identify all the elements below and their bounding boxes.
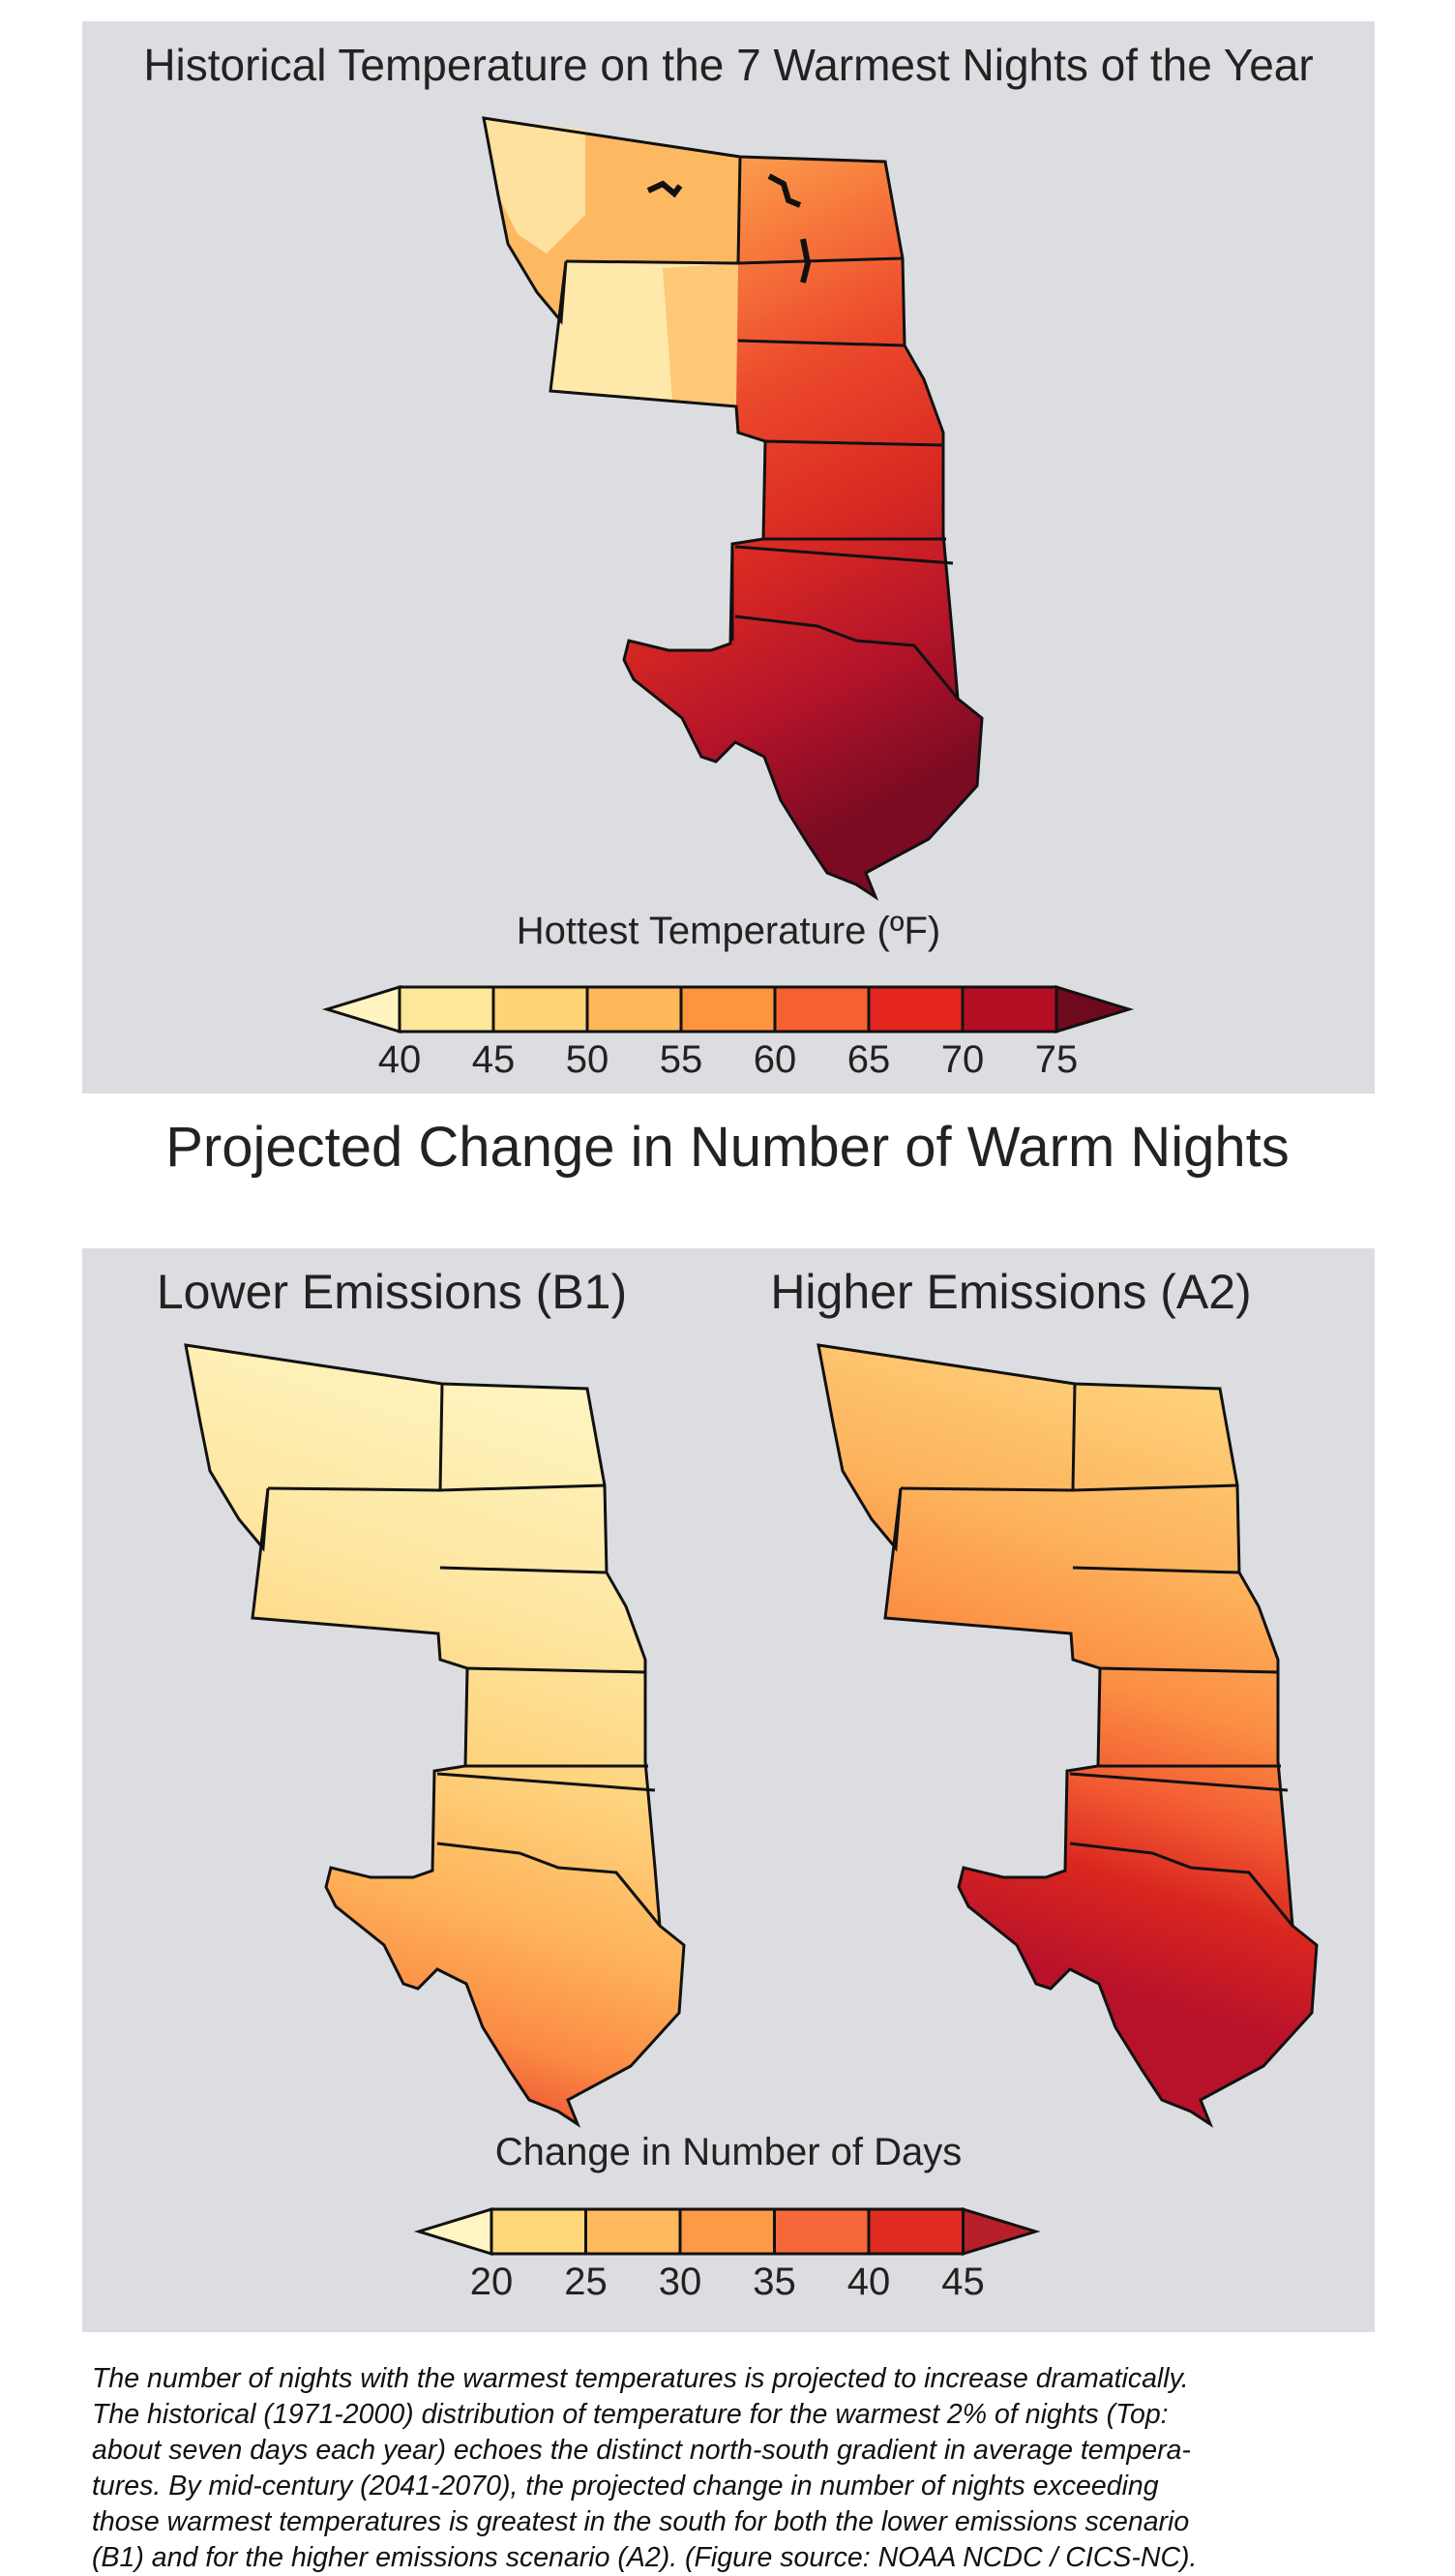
b1-map [184,1343,686,2128]
higher-emissions-title: Higher Emissions (A2) [770,1265,1252,1319]
days-legend-tick-label: 30 [659,2261,702,2303]
b1-state-borders [184,1343,686,2128]
caption-line: The historical (1971-2000) distribution … [92,2399,1169,2430]
days-legend-tick-label: 35 [753,2261,796,2303]
days-legend-tick-label: 45 [941,2261,985,2303]
a2-map [817,1343,1319,2128]
caption-line: about seven days each year) echoes the d… [92,2435,1191,2466]
days-legend-title: Change in Number of Days [494,2131,963,2173]
temperature-legend-low-cap [321,984,401,1034]
projected-change-panel: Lower Emissions (B1) Higher Emissions (A… [82,1248,1375,2332]
lower-emissions-title: Lower Emissions (B1) [156,1265,628,1319]
caption-line: tures. By mid-century (2041-2070), the p… [92,2471,1159,2501]
temperature-legend-swatch [398,985,495,1033]
days-legend: 20 25 30 35 40 45 [413,2206,1041,2303]
temperature-legend-swatch [867,985,965,1033]
days-legend-tick-label: 25 [564,2261,608,2303]
temperature-legend-high-cap [1054,984,1135,1034]
days-legend-high-cap [962,2206,1041,2257]
b1-region [186,1345,684,2124]
projection-maps [184,1343,1319,2128]
caption-line: The number of nights with the warmest te… [92,2363,1189,2394]
days-legend-swatch [867,2207,965,2256]
days-legend-swatch [490,2207,587,2256]
historical-map-title: Historical Temperature on the 7 Warmest … [143,40,1314,90]
figure-caption: The number of nights with the warmest te… [92,2361,1379,2576]
wyoming-warm-zone [663,263,738,406]
temperature-legend: 40 45 50 55 60 65 70 75 [321,984,1135,1081]
temperature-legend-swatch [585,985,683,1033]
historical-temperature-map [482,116,984,901]
days-legend-tick-label: 20 [470,2261,514,2303]
temperature-legend-tick-label: 60 [754,1038,797,1081]
temperature-legend-tick-label: 45 [472,1038,516,1081]
temperature-legend-tick-label: 55 [660,1038,703,1081]
days-legend-tick-label: 40 [847,2261,891,2303]
lakes [646,173,812,284]
temperature-legend-swatch [961,985,1058,1033]
temperature-legend-tick-label: 75 [1035,1038,1079,1081]
a2-state-borders [817,1343,1319,2128]
temperature-legend-tick-label: 65 [847,1038,891,1081]
section-title: Projected Change in Number of Warm Night… [165,1116,1290,1179]
temperature-legend-tick-label: 40 [378,1038,422,1081]
temperature-legend-swatch [773,985,871,1033]
days-legend-low-cap [413,2206,493,2257]
days-legend-swatch [584,2207,682,2256]
caption-line: those warmest temperatures is greatest i… [92,2506,1190,2537]
state-borders [482,116,984,901]
days-legend-swatch [773,2207,871,2256]
a2-region [818,1345,1317,2124]
temperature-legend-tick-label: 50 [566,1038,609,1081]
days-legend-swatch [678,2207,776,2256]
historical-temperature-panel: Historical Temperature on the 7 Warmest … [82,21,1375,1093]
temperature-legend-swatch [491,985,589,1033]
temperature-legend-title: Hottest Temperature (ºF) [516,910,941,952]
temperature-legend-tick-label: 70 [941,1038,985,1081]
temperature-legend-swatch [679,985,777,1033]
plains-region [624,157,982,897]
montana-cool-zone [484,118,585,254]
